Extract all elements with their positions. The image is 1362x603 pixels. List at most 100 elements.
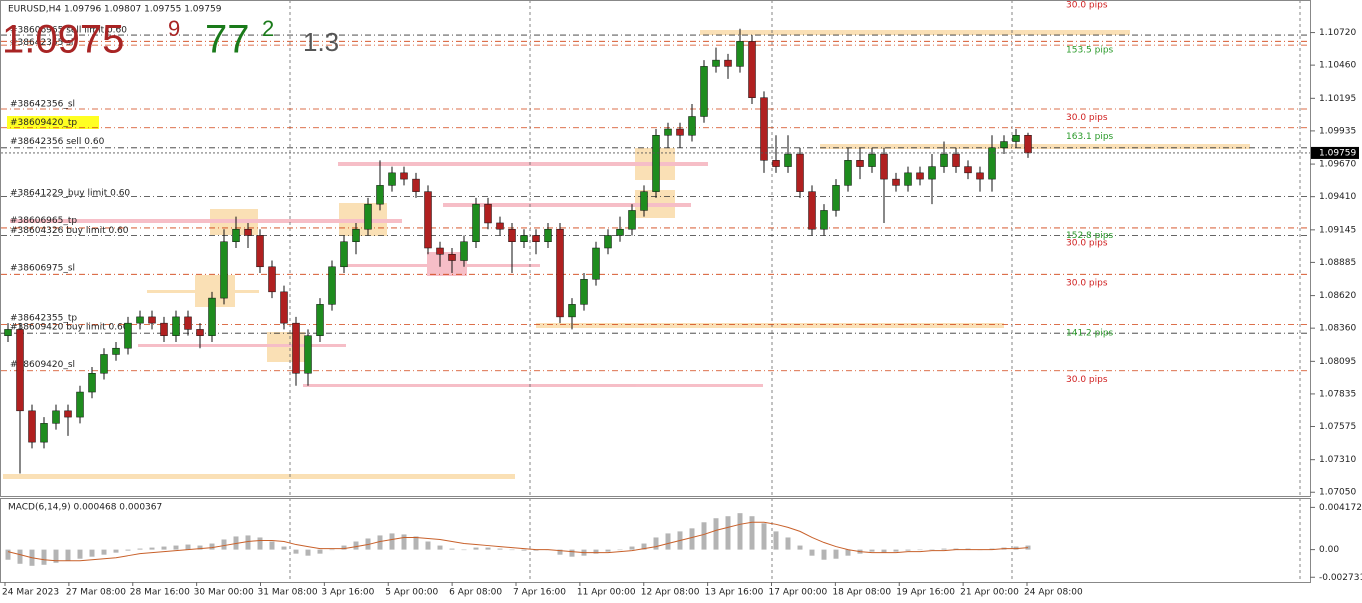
candle-body bbox=[940, 153, 948, 167]
candle-body bbox=[616, 228, 624, 236]
candle-body bbox=[748, 41, 756, 98]
histogram-bar bbox=[965, 548, 971, 550]
histogram-bar bbox=[773, 531, 779, 550]
x-tick-label: 28 Mar 16:00 bbox=[130, 588, 190, 598]
candle-body bbox=[256, 235, 264, 268]
candle-body bbox=[196, 329, 204, 336]
bid-small: 9 bbox=[168, 16, 180, 41]
histogram-bar bbox=[509, 549, 515, 551]
order-label: #38642355_tp bbox=[10, 314, 77, 324]
candle-body bbox=[604, 235, 612, 249]
x-tick-label: 17 Apr 00:00 bbox=[769, 588, 828, 598]
candle-body bbox=[1024, 135, 1032, 154]
candle-body bbox=[532, 235, 540, 242]
x-tick-label: 27 Mar 08:00 bbox=[66, 588, 126, 598]
candle-body bbox=[184, 316, 192, 330]
x-tick-label: 11 Apr 00:00 bbox=[577, 588, 636, 598]
macd-title: MACD(6,14,9) 0.000468 0.000367 bbox=[8, 503, 162, 513]
zone bbox=[10, 219, 402, 223]
candle-body bbox=[844, 160, 852, 186]
histogram-bar bbox=[917, 549, 923, 551]
separators bbox=[289, 0, 1301, 582]
zone bbox=[338, 162, 708, 166]
candle-body bbox=[880, 153, 888, 180]
histogram-bar bbox=[437, 545, 443, 550]
candle-body bbox=[628, 210, 636, 230]
order-label: #38609420_sl bbox=[10, 360, 75, 370]
order-label: #38642355 sl bbox=[10, 38, 73, 48]
y-tick-label: 1.08095 bbox=[1319, 357, 1356, 367]
histogram-bar bbox=[653, 537, 659, 550]
y-tick-label: 1.07835 bbox=[1319, 389, 1356, 399]
histogram-bar bbox=[989, 548, 995, 550]
candle-body bbox=[352, 228, 360, 242]
candle-body bbox=[112, 347, 120, 355]
histogram-bar bbox=[101, 549, 107, 555]
last-price-box bbox=[1311, 146, 1359, 159]
histogram-bar bbox=[869, 549, 875, 552]
x-tick-label: 21 Apr 00:00 bbox=[960, 588, 1019, 598]
order-label: #38609420 buy limit 0.60 bbox=[10, 322, 129, 332]
histogram-bar bbox=[533, 549, 539, 551]
candle-body bbox=[4, 329, 12, 336]
histogram-bar bbox=[485, 547, 491, 550]
candle-body bbox=[904, 172, 912, 186]
histogram-bar bbox=[161, 546, 167, 550]
candle-body bbox=[820, 210, 828, 230]
candle-body bbox=[304, 335, 312, 374]
candle-body bbox=[88, 373, 96, 393]
histogram-bar bbox=[341, 545, 347, 550]
candle-body bbox=[388, 172, 396, 186]
candle-body bbox=[928, 166, 936, 180]
histogram-bar bbox=[65, 549, 71, 561]
order-label: #38642356 sell 0.60 bbox=[10, 137, 105, 147]
candle-body bbox=[700, 66, 708, 117]
histogram-bar bbox=[329, 549, 335, 551]
candle-body bbox=[772, 160, 780, 167]
zone bbox=[820, 144, 1250, 149]
histogram-bar bbox=[89, 549, 95, 557]
candle-body bbox=[28, 410, 36, 443]
histogram-bar bbox=[665, 533, 671, 550]
candle-body bbox=[976, 172, 984, 180]
order-label: #38606975_sl bbox=[10, 264, 75, 274]
y-tick-label: 1.09410 bbox=[1319, 192, 1356, 202]
candle-body bbox=[328, 266, 336, 305]
histogram-bar bbox=[473, 547, 479, 550]
histogram-bar bbox=[833, 549, 839, 559]
order-label: #38641229_buy limit 0.60 bbox=[10, 188, 130, 198]
candle-body bbox=[988, 147, 996, 180]
candle-body bbox=[376, 185, 384, 205]
candle-body bbox=[784, 153, 792, 167]
candle-body bbox=[268, 266, 276, 293]
histogram-bar bbox=[113, 549, 119, 553]
pips-label: 153.5 pips bbox=[1066, 46, 1114, 56]
histogram-bar bbox=[413, 536, 419, 550]
histogram-bar bbox=[809, 549, 815, 556]
highlight bbox=[7, 116, 99, 129]
candle-body bbox=[868, 153, 876, 167]
pips-label: 30.0 pips bbox=[1066, 113, 1108, 123]
candle-body bbox=[448, 254, 456, 261]
zone bbox=[138, 344, 346, 347]
candle-body bbox=[148, 316, 156, 324]
candle-body bbox=[556, 228, 564, 318]
candle-body bbox=[472, 203, 480, 242]
candle-body bbox=[208, 297, 216, 336]
histogram-bar bbox=[401, 534, 407, 550]
order-label: #38642356_sl bbox=[10, 99, 75, 109]
x-tick-label: 6 Apr 08:00 bbox=[449, 588, 502, 598]
zone bbox=[443, 203, 691, 207]
histogram-bar bbox=[953, 548, 959, 550]
candle-body bbox=[424, 191, 432, 249]
zone bbox=[303, 384, 763, 387]
candle-body bbox=[760, 97, 768, 161]
histogram-bar bbox=[881, 549, 887, 553]
histogram-bar bbox=[137, 548, 143, 550]
histogram-bar bbox=[641, 543, 647, 550]
bid: 1.0975 bbox=[2, 18, 124, 62]
candle-body bbox=[688, 116, 696, 136]
candle-body bbox=[832, 185, 840, 211]
pips-label: 30.0 pips bbox=[1066, 375, 1108, 385]
candle-body bbox=[592, 247, 600, 280]
